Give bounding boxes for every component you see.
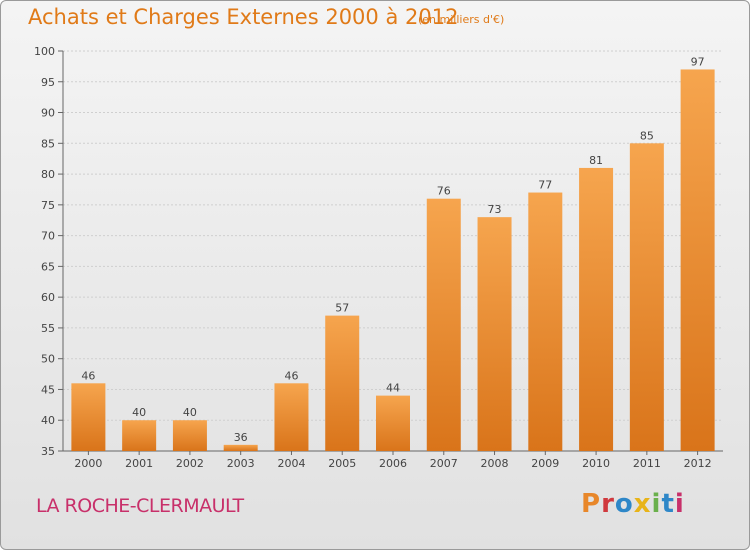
data-label: 44: [386, 382, 400, 395]
x-tick-label: 2002: [176, 457, 204, 470]
brand-letter: o: [614, 489, 634, 519]
data-label: 40: [132, 406, 146, 419]
x-tick-label: 2003: [227, 457, 255, 470]
x-tick-label: 2006: [379, 457, 407, 470]
bar: [680, 69, 715, 451]
data-label: 57: [335, 302, 349, 315]
y-tick-label: 80: [41, 168, 55, 181]
brand-letter: x: [633, 489, 652, 519]
x-tick-label: 2012: [684, 457, 712, 470]
x-tick-label: 2005: [328, 457, 356, 470]
data-label: 46: [81, 369, 95, 382]
x-tick-label: 2004: [277, 457, 305, 470]
y-tick-label: 100: [34, 45, 55, 58]
bar: [172, 420, 207, 451]
brand-letter: i: [674, 489, 685, 519]
y-tick-label: 55: [41, 322, 55, 335]
brand-letter: r: [601, 489, 615, 519]
data-label: 40: [183, 406, 197, 419]
bar: [274, 383, 309, 451]
bar: [629, 143, 664, 452]
data-label: 77: [538, 179, 552, 192]
y-tick-label: 40: [41, 414, 55, 427]
y-tick-label: 95: [41, 76, 55, 89]
proxiti-logo: Proxiti: [581, 489, 685, 519]
bar: [122, 420, 157, 451]
data-label: 36: [234, 431, 248, 444]
y-tick-label: 75: [41, 199, 55, 212]
bar: [223, 444, 258, 451]
y-tick-label: 70: [41, 230, 55, 243]
y-tick-label: 45: [41, 383, 55, 396]
x-tick-label: 2007: [430, 457, 458, 470]
bar: [426, 198, 461, 451]
bar: [528, 192, 563, 452]
y-tick-label: 85: [41, 137, 55, 150]
y-tick-label: 65: [41, 260, 55, 273]
data-label: 97: [691, 55, 705, 68]
y-tick-label: 50: [41, 353, 55, 366]
bar: [376, 395, 410, 451]
y-tick-label: 60: [41, 291, 55, 304]
chart-subtitle: (en milliers d'€): [418, 13, 505, 26]
bar: [325, 315, 360, 451]
brand-letter: P: [581, 489, 602, 519]
brand-letter: t: [661, 489, 675, 519]
data-label: 76: [437, 185, 451, 198]
y-tick-label: 90: [41, 107, 55, 120]
bar: [477, 217, 512, 451]
brand-letter: i: [651, 489, 662, 519]
data-label: 81: [589, 154, 603, 167]
bar: [71, 383, 106, 451]
x-tick-label: 2000: [74, 457, 102, 470]
y-tick-label: 35: [41, 445, 55, 458]
x-tick-label: 2010: [582, 457, 610, 470]
chart-title: Achats et Charges Externes 2000 à 2012: [28, 5, 459, 29]
bar: [579, 167, 614, 451]
data-label: 85: [640, 129, 654, 142]
x-tick-label: 2009: [531, 457, 559, 470]
x-tick-label: 2011: [633, 457, 661, 470]
place-name: LA ROCHE-CLERMAULT: [36, 495, 244, 517]
data-label: 46: [284, 369, 298, 382]
data-label: 73: [488, 203, 502, 216]
x-tick-label: 2001: [125, 457, 153, 470]
x-tick-label: 2008: [481, 457, 509, 470]
